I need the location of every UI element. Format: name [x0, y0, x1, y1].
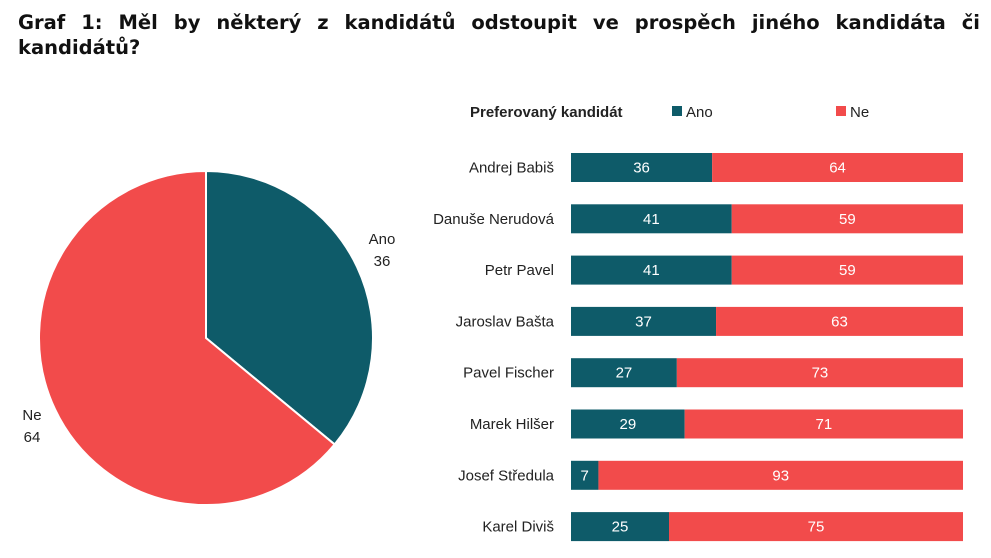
pie-label-ano: Ano	[369, 231, 396, 248]
bar-segment-ano	[571, 358, 677, 388]
pie-value-ano: 36	[374, 253, 391, 270]
bar-value-ne: 59	[839, 211, 856, 228]
bar-segment-ano	[571, 255, 732, 285]
category-label: Josef Středula	[458, 467, 555, 484]
bar-value-ne: 75	[808, 519, 825, 536]
stacked-bar-chart: Andrej Babiš 36 64 Danuše Nerudová 41 59 Petr …	[433, 153, 963, 542]
legend-swatch-ne	[836, 106, 846, 116]
bar-segment-ne	[731, 204, 963, 234]
bar-value-ne: 59	[839, 262, 856, 279]
bar-value-ano: 7	[581, 467, 589, 484]
bar-value-ne: 63	[831, 313, 848, 330]
bar-value-ne: 71	[815, 416, 832, 433]
bar-segment-ne	[598, 460, 963, 490]
bar-segment-ne	[676, 358, 963, 388]
bar-legend: Preferovaný kandidát Ano Ne	[470, 104, 869, 121]
bar-segment-ne	[669, 512, 963, 542]
legend-label-ano: Ano	[686, 104, 713, 121]
bar-value-ano: 37	[635, 313, 652, 330]
pie-slice-ano	[205, 169, 374, 446]
legend-title: Preferovaný kandidát	[470, 104, 623, 121]
bar-segment-ano	[571, 512, 669, 542]
chart-title: Graf 1: Měl by některý z kandidátů odsto…	[18, 11, 980, 59]
legend-label-ne: Ne	[850, 104, 869, 121]
bar-segment-ne	[731, 255, 963, 285]
category-label: Pavel Fischer	[463, 365, 554, 382]
category-label: Marek Hilšer	[470, 416, 554, 433]
category-label: Danuše Nerudová	[433, 211, 555, 228]
category-label: Karel Diviš	[482, 519, 554, 536]
bar-value-ano: 41	[643, 211, 660, 228]
bar-segment-ano	[571, 306, 717, 336]
bar-segment-ano	[571, 204, 732, 234]
category-label: Andrej Babiš	[469, 160, 554, 177]
bar-segment-ne	[684, 409, 963, 439]
bar-value-ano: 36	[633, 160, 650, 177]
category-label: Jaroslav Bašta	[456, 313, 555, 330]
bar-value-ano: 41	[643, 262, 660, 279]
bar-segment-ne	[716, 306, 963, 336]
bar-value-ano: 29	[619, 416, 636, 433]
bar-value-ne: 64	[829, 160, 846, 177]
pie-slice-ne	[38, 169, 337, 506]
pie-chart: Ano 36 Ne 64	[22, 169, 396, 506]
bar-value-ne: 73	[812, 365, 829, 382]
pie-label-ne: Ne	[22, 407, 41, 424]
bar-value-ano: 27	[616, 365, 633, 382]
bar-segment-ano	[571, 460, 599, 490]
bar-segment-ne	[712, 153, 963, 182]
legend-swatch-ano	[672, 106, 682, 116]
bar-value-ano: 25	[612, 519, 629, 536]
category-label: Petr Pavel	[485, 262, 554, 279]
pie-value-ne: 64	[24, 429, 41, 446]
bar-segment-ano	[571, 153, 713, 182]
bar-value-ne: 93	[772, 467, 789, 484]
bar-segment-ano	[571, 409, 685, 439]
